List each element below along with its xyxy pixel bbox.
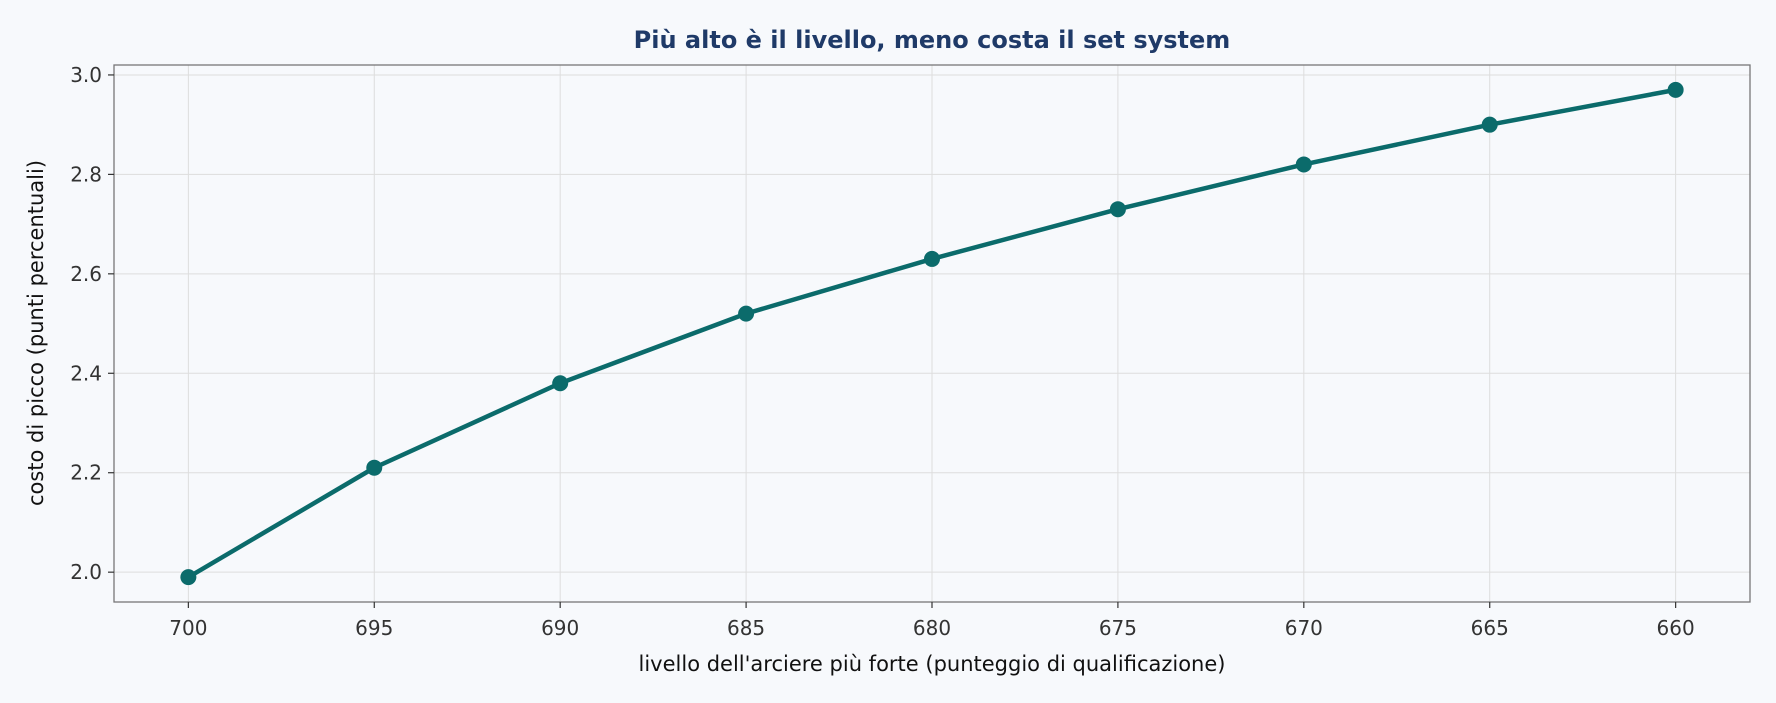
x-tick-label: 665 <box>1471 616 1509 640</box>
axis-ticks: 700 695 690 685 680 675 670 665 660 2.0 2.2 2.4 2.6 2… <box>70 63 1695 640</box>
grid <box>114 65 1750 602</box>
x-tick-label: 700 <box>169 616 207 640</box>
y-axis-label: costo di picco (punti percentuali) <box>24 160 48 506</box>
x-tick-label: 685 <box>727 616 765 640</box>
data-point <box>738 305 755 322</box>
y-tick-label: 3.0 <box>70 63 102 87</box>
data-point <box>1295 156 1312 173</box>
data-point <box>1109 201 1126 218</box>
y-tick-label: 2.8 <box>70 162 102 186</box>
x-tick-label: 660 <box>1657 616 1695 640</box>
chart-title: Più alto è il livello, meno costa il set… <box>634 26 1231 54</box>
x-tick-label: 680 <box>913 616 951 640</box>
x-tick-label: 690 <box>541 616 579 640</box>
data-point <box>366 459 383 476</box>
x-tick-label: 675 <box>1099 616 1137 640</box>
series-line-group <box>180 81 1684 586</box>
data-point <box>1481 116 1498 133</box>
data-point <box>180 569 197 586</box>
data-point <box>924 250 940 267</box>
y-tick-label: 2.6 <box>70 262 102 286</box>
x-tick-label: 670 <box>1285 616 1323 640</box>
y-tick-label: 2.0 <box>70 560 102 584</box>
data-point <box>1667 81 1684 98</box>
data-point <box>552 375 569 392</box>
y-tick-label: 2.2 <box>70 461 102 485</box>
x-axis-label: livello dell'arciere più forte (punteggi… <box>639 652 1226 676</box>
x-tick-label: 695 <box>355 616 393 640</box>
y-tick-label: 2.4 <box>70 361 102 385</box>
